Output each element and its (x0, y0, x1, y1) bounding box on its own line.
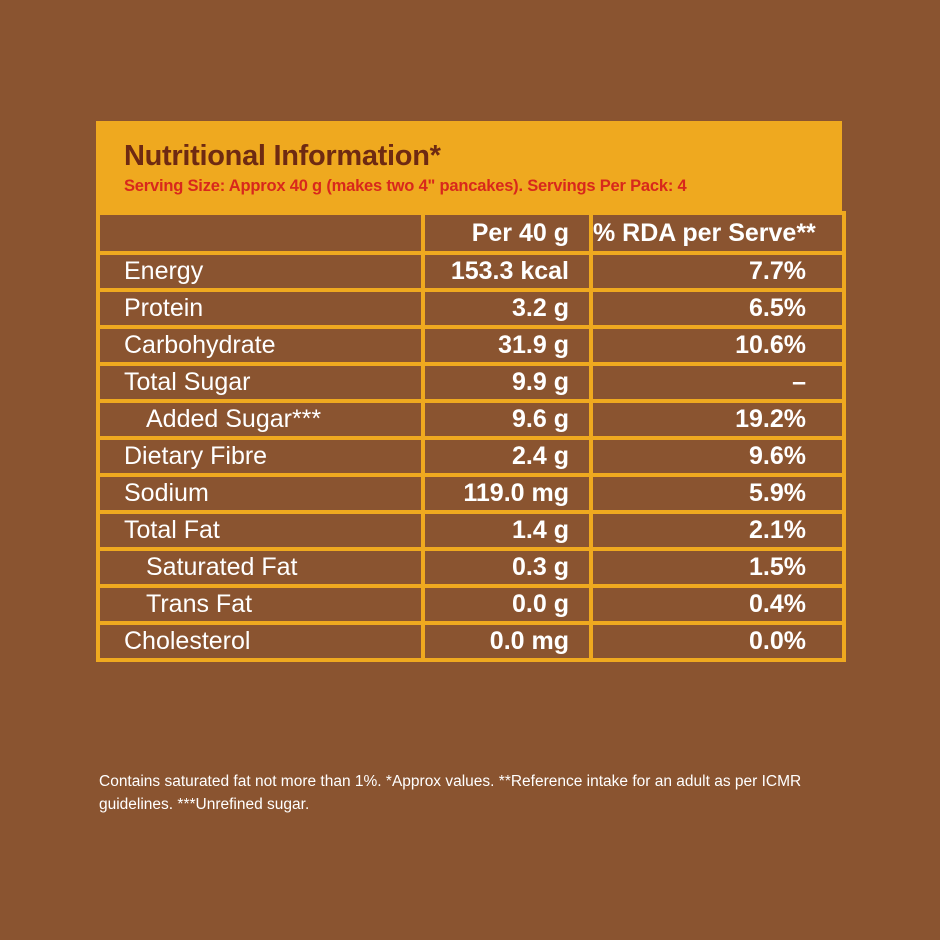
nutrient-label: Carbohydrate (96, 325, 425, 366)
nutrient-per-value: 153.3 kcal (421, 251, 593, 292)
nutrient-label: Added Sugar*** (96, 399, 425, 440)
table-header-row: Per 40 g % RDA per Serve** (96, 211, 846, 255)
nutrition-title: Nutritional Information* (124, 140, 441, 172)
nutrient-label: Sodium (96, 473, 425, 514)
nutrient-label: Total Sugar (96, 362, 425, 403)
table-row: Saturated Fat 0.3 g 1.5% (96, 547, 846, 588)
nutrition-header: Nutritional Information* Serving Size: A… (96, 121, 842, 211)
nutrient-per-value: 119.0 mg (421, 473, 593, 514)
nutrient-per-value: 0.0 g (421, 584, 593, 625)
serving-size-text: Serving Size: Approx 40 g (makes two 4" … (124, 177, 687, 195)
nutrient-rda-value: 10.6% (589, 325, 846, 366)
nutrient-label: Cholesterol (96, 621, 425, 662)
table-row: Total Fat 1.4 g 2.1% (96, 510, 846, 551)
nutrient-label: Dietary Fibre (96, 436, 425, 477)
nutrient-label: Total Fat (96, 510, 425, 551)
nutrient-rda-value: 1.5% (589, 547, 846, 588)
nutrient-rda-value: – (589, 362, 846, 403)
nutrient-rda-value: 2.1% (589, 510, 846, 551)
nutrient-rda-value: 0.4% (589, 584, 846, 625)
nutrient-label: Energy (96, 251, 425, 292)
table-row: Dietary Fibre 2.4 g 9.6% (96, 436, 846, 477)
nutrient-per-value: 0.3 g (421, 547, 593, 588)
nutrient-per-value: 3.2 g (421, 288, 593, 329)
table-row: Cholesterol 0.0 mg 0.0% (96, 621, 846, 662)
nutrient-label: Protein (96, 288, 425, 329)
nutrient-rda-value: 19.2% (589, 399, 846, 440)
table-row: Sodium 119.0 mg 5.9% (96, 473, 846, 514)
nutrient-rda-value: 7.7% (589, 251, 846, 292)
nutrition-panel: Nutritional Information* Serving Size: A… (96, 121, 846, 662)
nutrient-rda-value: 0.0% (589, 621, 846, 662)
nutrient-label: Saturated Fat (96, 547, 425, 588)
header-cell-nutrient (96, 211, 425, 255)
header-cell-per-serving: Per 40 g (421, 211, 593, 255)
table-row: Trans Fat 0.0 g 0.4% (96, 584, 846, 625)
header-cell-rda: % RDA per Serve** (589, 211, 846, 255)
nutrient-rda-value: 5.9% (589, 473, 846, 514)
table-row: Added Sugar*** 9.6 g 19.2% (96, 399, 846, 440)
table-row: Protein 3.2 g 6.5% (96, 288, 846, 329)
nutrient-per-value: 31.9 g (421, 325, 593, 366)
nutrient-per-value: 9.6 g (421, 399, 593, 440)
nutrient-label: Trans Fat (96, 584, 425, 625)
footnote-text: Contains saturated fat not more than 1%.… (99, 773, 802, 813)
nutrient-per-value: 1.4 g (421, 510, 593, 551)
nutrient-per-value: 9.9 g (421, 362, 593, 403)
nutrient-rda-value: 6.5% (589, 288, 846, 329)
nutrient-per-value: 0.0 mg (421, 621, 593, 662)
table-row: Carbohydrate 31.9 g 10.6% (96, 325, 846, 366)
nutrient-per-value: 2.4 g (421, 436, 593, 477)
table-row: Energy 153.3 kcal 7.7% (96, 251, 846, 292)
nutrient-rda-value: 9.6% (589, 436, 846, 477)
nutrition-table: Per 40 g % RDA per Serve** Energy 153.3 … (96, 211, 846, 662)
table-row: Total Sugar 9.9 g – (96, 362, 846, 403)
